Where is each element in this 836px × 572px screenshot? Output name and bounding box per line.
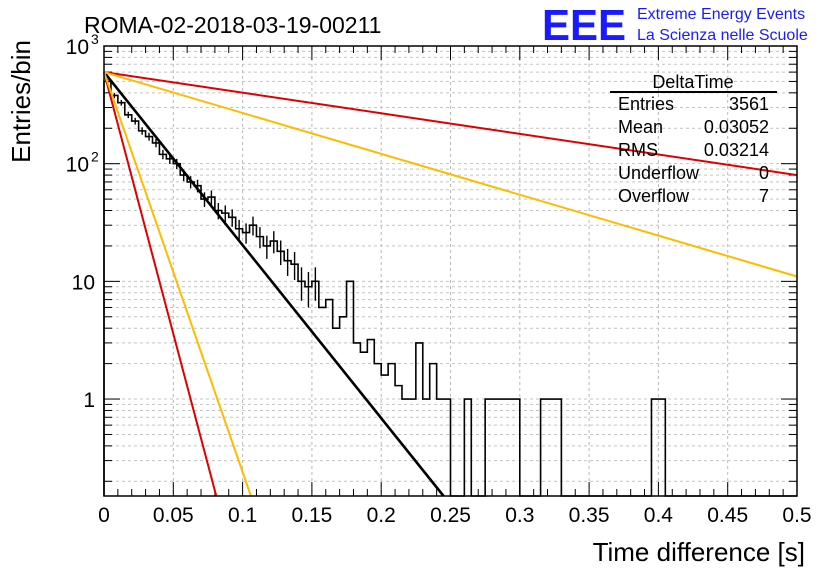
y-tick-label-exponent: 3: [91, 31, 99, 47]
x-tick-label: 0.15: [291, 504, 332, 527]
x-tick-label: 0.5: [782, 504, 811, 527]
eee-logo: EEE Extreme Energy Events La Scienza nel…: [542, 1, 808, 50]
eee-logo-line2: La Scienza nelle Scuole: [637, 27, 808, 44]
x-tick-label: 0.2: [367, 504, 396, 527]
fit-line: [103, 71, 798, 177]
stats-box: DeltaTime Entries 3561 Mean 0.03052 RMS …: [610, 72, 777, 206]
x-tick-label: 0.45: [707, 504, 748, 527]
x-tick-label: 0.4: [644, 504, 674, 527]
chart-title: ROMA-02-2018-03-19-00211: [84, 12, 381, 38]
stats-value-overflow: 7: [759, 186, 769, 206]
x-tick-label: 0.35: [569, 504, 610, 527]
eee-logo-mark: EEE: [542, 1, 626, 50]
x-tick-label: 0.1: [228, 504, 257, 527]
eee-logo-line1: Extreme Energy Events: [637, 6, 805, 23]
stats-label-rms: RMS: [618, 140, 658, 160]
y-axis-label: Entries/bin: [6, 40, 36, 163]
grid: [104, 46, 797, 496]
fit-line: [103, 71, 798, 278]
stats-label-overflow: Overflow: [618, 186, 690, 206]
plot-frame: [103, 45, 798, 497]
fit-line: [103, 71, 218, 497]
x-axis-label: Time difference [s]: [593, 537, 805, 567]
stats-value-entries: 3561: [729, 94, 769, 114]
x-tick-label: 0.05: [153, 504, 194, 527]
y-tick-label: 1: [83, 389, 95, 412]
fit-lines: [102, 71, 798, 497]
fit-line: [103, 71, 252, 497]
stats-label-underflow: Underflow: [618, 163, 700, 183]
fit-line: [102, 71, 445, 497]
x-tick-labels: 0 0.05 0.1 0.15 0.2 0.25 0.3 0.35 0.4 0.45 0.5: [98, 504, 811, 527]
x-tick-label: 0.3: [505, 504, 534, 527]
y-tick-label: 10: [66, 36, 89, 59]
stats-label-entries: Entries: [618, 94, 674, 114]
x-tick-label: 0: [98, 504, 110, 527]
stats-title: DeltaTime: [652, 72, 733, 92]
y-tick-label: 10: [72, 271, 95, 294]
x-tick-label: 0.25: [430, 504, 471, 527]
y-tick-label: 10: [66, 154, 89, 177]
stats-value-rms: 0.03214: [704, 140, 769, 160]
stats-label-mean: Mean: [618, 117, 663, 137]
stats-value-underflow: 0: [759, 163, 769, 183]
stats-value-mean: 0.03052: [704, 117, 769, 137]
y-tick-label-exponent: 2: [91, 149, 99, 165]
